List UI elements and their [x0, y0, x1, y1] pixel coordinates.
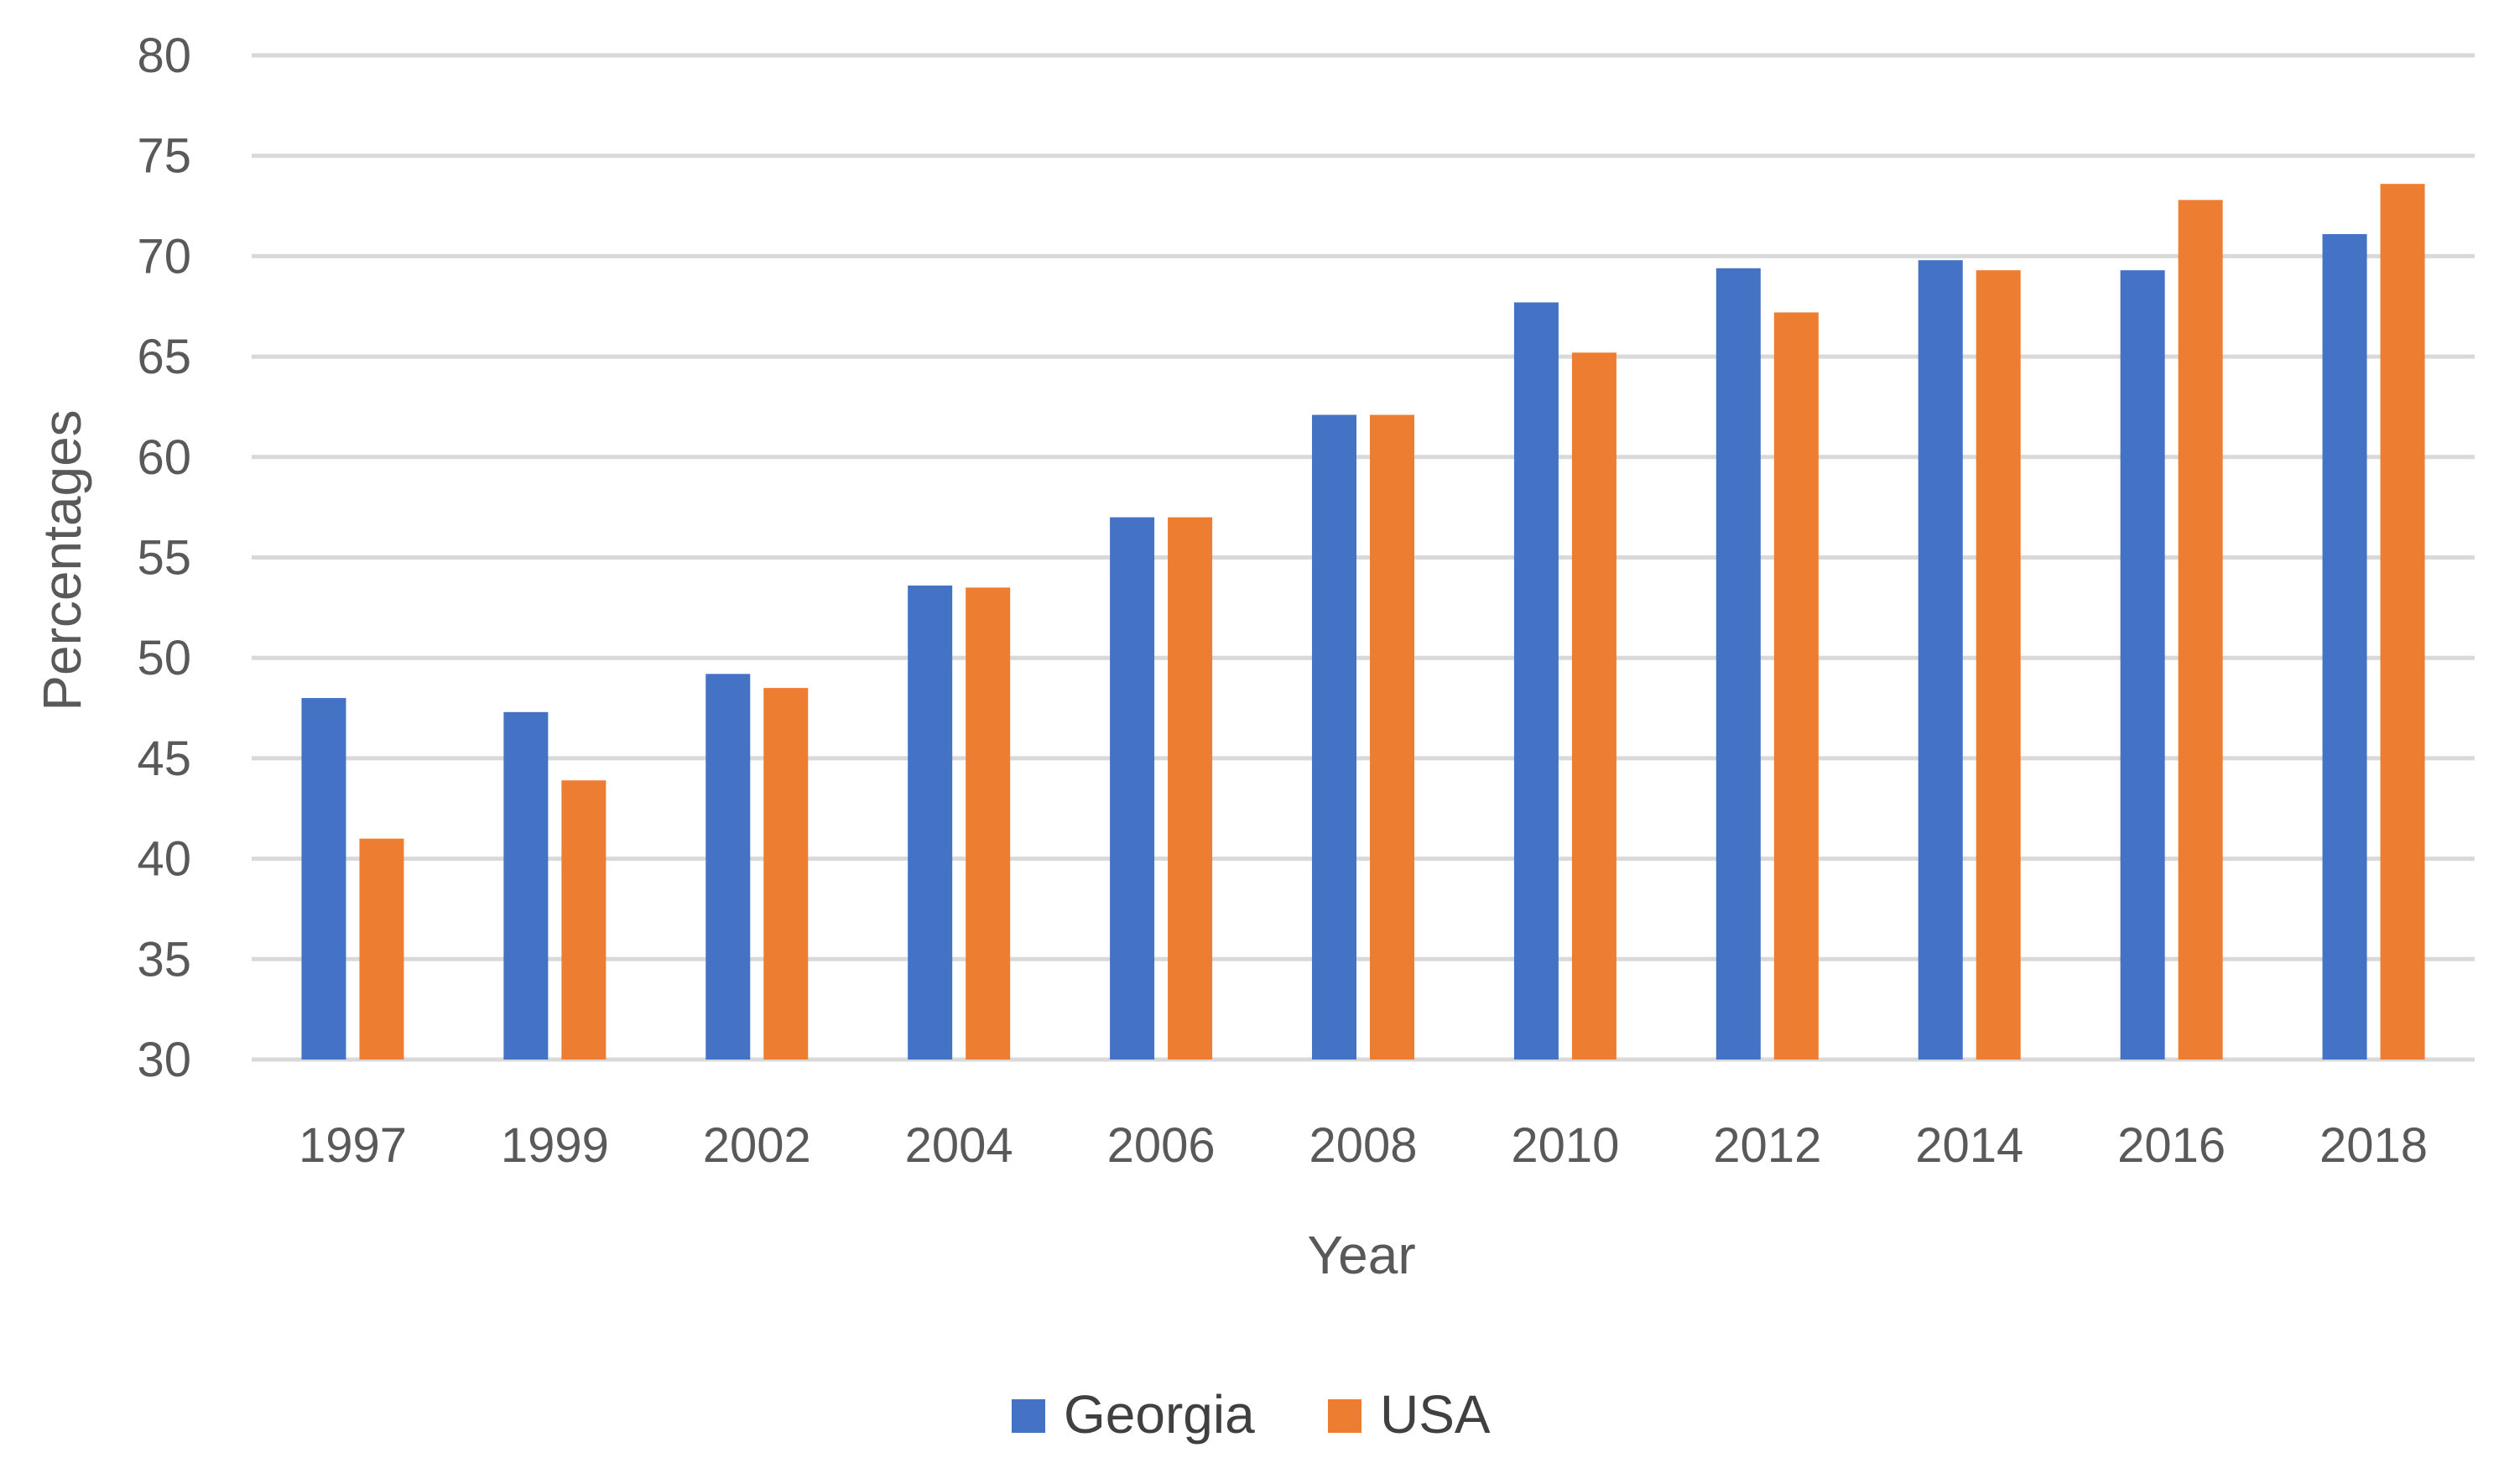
bar-usa-2016 [2178, 200, 2223, 1060]
legend-label-usa: USA [1380, 1384, 1491, 1445]
y-tick-label: 60 [137, 430, 191, 485]
x-tick-label: 2016 [2117, 1118, 2226, 1173]
bar-georgia-2006 [1110, 517, 1155, 1060]
y-axis-ticks: 30 35 40 45 50 55 60 65 70 75 80 [137, 29, 191, 1087]
bar-usa-2014 [1976, 270, 2021, 1060]
bar-georgia-2008 [1312, 414, 1356, 1060]
bar-usa-2002 [763, 688, 809, 1060]
y-tick-label: 80 [137, 29, 191, 83]
bar-usa-2012 [1773, 312, 1819, 1060]
bar-georgia-1999 [503, 711, 549, 1060]
bar-usa-2010 [1571, 352, 1617, 1060]
x-axis-title: Year [1307, 1225, 1415, 1285]
bars [301, 184, 2425, 1060]
legend-label-georgia: Georgia [1064, 1384, 1255, 1445]
bar-usa-1997 [359, 838, 404, 1060]
y-tick-label: 75 [137, 129, 191, 184]
x-tick-label: 2008 [1309, 1118, 1417, 1173]
legend: Georgia USA [1012, 1384, 1491, 1445]
y-tick-label: 55 [137, 531, 191, 586]
bar-georgia-2018 [2322, 234, 2367, 1060]
x-tick-label: 2012 [1713, 1118, 1821, 1173]
bar-georgia-2010 [1513, 302, 1559, 1060]
y-tick-label: 50 [137, 631, 191, 685]
legend-swatch-usa [1328, 1399, 1361, 1433]
gridlines [252, 53, 2475, 1062]
bar-georgia-2004 [908, 586, 953, 1060]
x-tick-label: 2010 [1511, 1118, 1619, 1173]
legend-swatch-georgia [1012, 1399, 1045, 1433]
x-tick-label: 2006 [1107, 1118, 1216, 1173]
bar-usa-2004 [966, 587, 1011, 1060]
bar-georgia-2002 [705, 674, 751, 1060]
y-tick-label: 30 [137, 1033, 191, 1087]
x-tick-label: 2018 [2319, 1118, 2428, 1173]
y-tick-label: 65 [137, 330, 191, 384]
y-tick-label: 35 [137, 932, 191, 987]
bar-usa-2018 [2380, 184, 2425, 1060]
y-tick-label: 70 [137, 229, 191, 284]
x-axis-ticks: 1997 1999 2002 2004 2006 2008 2010 2012 2014 2016… [299, 1118, 2428, 1173]
bar-usa-2008 [1370, 414, 1414, 1060]
bar-georgia-2016 [2120, 270, 2165, 1060]
bar-usa-1999 [561, 780, 607, 1060]
y-tick-label: 40 [137, 832, 191, 887]
y-tick-label: 45 [137, 732, 191, 786]
x-tick-label: 2002 [703, 1118, 811, 1173]
x-tick-label: 2004 [905, 1118, 1013, 1173]
bar-georgia-1997 [301, 698, 346, 1060]
x-tick-label: 1997 [299, 1118, 407, 1173]
x-tick-label: 1999 [501, 1118, 609, 1173]
bar-usa-2006 [1168, 517, 1213, 1060]
bar-georgia-2014 [1918, 260, 1963, 1060]
bar-georgia-2012 [1715, 268, 1761, 1060]
x-tick-label: 2014 [1915, 1118, 2023, 1173]
y-axis-title: Percentages [32, 409, 92, 711]
